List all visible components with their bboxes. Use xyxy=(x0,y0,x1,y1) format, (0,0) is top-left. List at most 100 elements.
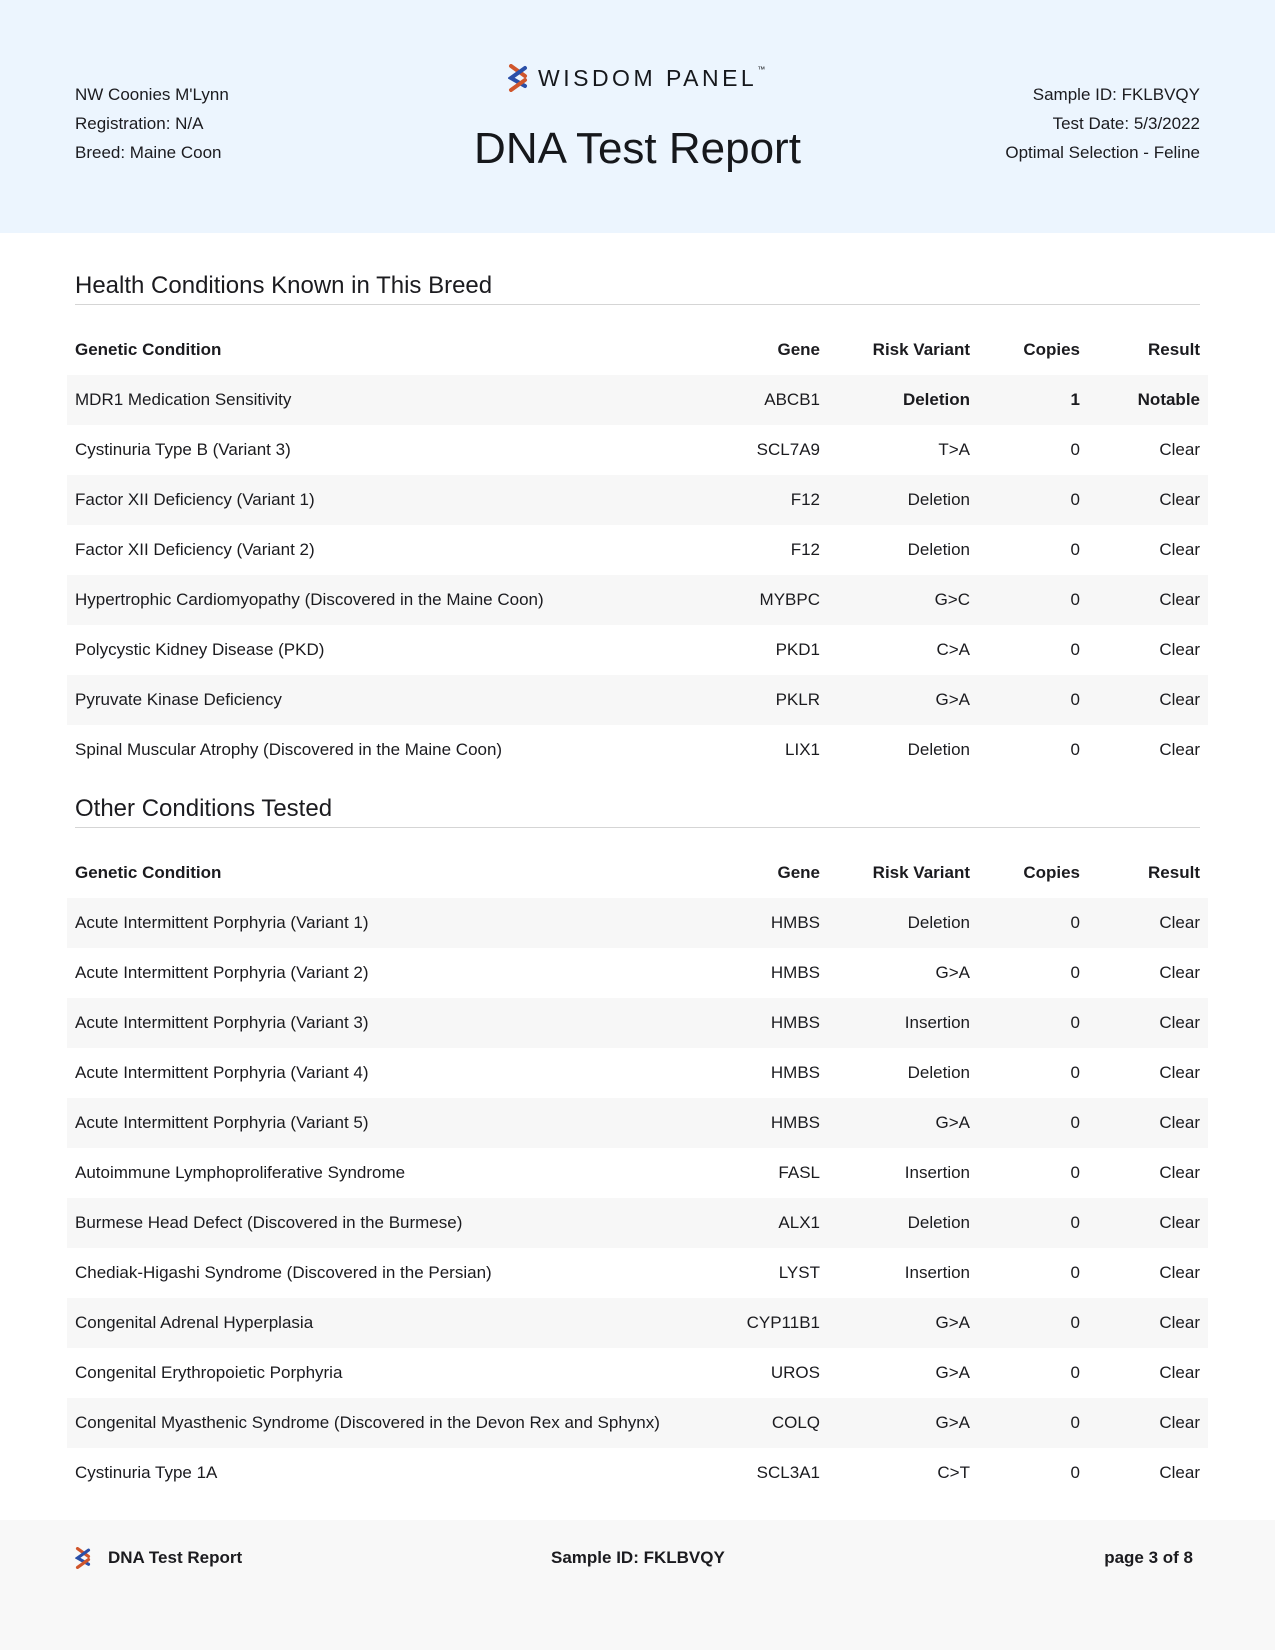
cell-condition: Acute Intermittent Porphyria (Variant 4) xyxy=(75,1063,369,1082)
cell-gene: HMBS xyxy=(770,1063,820,1082)
cell-result: Clear xyxy=(1159,690,1200,709)
cell-gene: F12 xyxy=(790,490,820,509)
cell-risk-variant: C>A xyxy=(936,640,970,659)
table-row: Hypertrophic Cardiomyopathy (Discovered … xyxy=(67,575,1208,625)
cell-result: Clear xyxy=(1159,1063,1200,1082)
cell-risk-variant: Deletion xyxy=(907,913,970,932)
cell-condition: Acute Intermittent Porphyria (Variant 3) xyxy=(75,1013,369,1032)
cell-copies: 0 xyxy=(1070,1063,1080,1082)
table-row: Pyruvate Kinase Deficiency PKLR G>A 0 Clear xyxy=(67,675,1208,725)
test-date: Test Date: 5/3/2022 xyxy=(1052,114,1200,133)
cell-condition: Burmese Head Defect (Discovered in the B… xyxy=(75,1213,463,1232)
page-number: page 3 of 8 xyxy=(1104,1548,1193,1567)
column-header-result: Result xyxy=(1148,340,1200,359)
cell-condition: Spinal Muscular Atrophy (Discovered in t… xyxy=(75,740,503,759)
breed: Breed: Maine Coon xyxy=(75,143,222,162)
cell-gene: HMBS xyxy=(770,963,820,982)
table-header-row: Genetic Condition Gene Risk Variant Copies R… xyxy=(67,325,1208,375)
cell-risk-variant: Deletion xyxy=(907,740,970,759)
column-header-risk-variant: Risk Variant xyxy=(872,863,970,882)
table-row: Congenital Myasthenic Syndrome (Discover… xyxy=(67,1398,1208,1448)
table-row: Polycystic Kidney Disease (PKD) PKD1 C>A 0 C… xyxy=(67,625,1208,675)
cell-result: Clear xyxy=(1159,1263,1200,1282)
cell-copies: 0 xyxy=(1070,1363,1080,1382)
cell-gene: LIX1 xyxy=(785,740,820,759)
table-row: Acute Intermittent Porphyria (Variant 2)… xyxy=(67,948,1208,998)
cell-gene: PKLR xyxy=(775,690,820,709)
table-row: Cystinuria Type B (Variant 3) SCL7A9 T>A 0 C… xyxy=(67,425,1208,475)
cell-result: Clear xyxy=(1159,1463,1200,1482)
table-row: Factor XII Deficiency (Variant 1) F12 Dele… xyxy=(67,475,1208,525)
registration: Registration: N/A xyxy=(75,114,204,133)
cell-condition: Acute Intermittent Porphyria (Variant 1) xyxy=(75,913,369,932)
cell-gene: F12 xyxy=(790,540,820,559)
cell-risk-variant: Deletion xyxy=(902,390,970,409)
cell-copies: 0 xyxy=(1070,1313,1080,1332)
cell-result: Clear xyxy=(1159,1113,1200,1132)
footer-title: DNA Test Report xyxy=(108,1548,243,1567)
cell-risk-variant: G>A xyxy=(935,1363,971,1382)
column-header-copies: Copies xyxy=(1023,340,1080,359)
table-row: Acute Intermittent Porphyria (Variant 3)… xyxy=(67,998,1208,1048)
cell-risk-variant: Insertion xyxy=(904,1013,970,1032)
cell-risk-variant: Insertion xyxy=(904,1263,970,1282)
table-row: Chediak-Higashi Syndrome (Discovered in … xyxy=(67,1248,1208,1298)
cell-condition: MDR1 Medication Sensitivity xyxy=(75,390,292,409)
cell-condition: Factor XII Deficiency (Variant 2) xyxy=(75,540,315,559)
cell-condition: Cystinuria Type B (Variant 3) xyxy=(75,440,291,459)
cell-gene: CYP11B1 xyxy=(746,1313,820,1332)
cell-result: Notable xyxy=(1137,390,1200,409)
table-row: Acute Intermittent Porphyria (Variant 5)… xyxy=(67,1098,1208,1148)
cell-risk-variant: G>A xyxy=(935,963,971,982)
cell-result: Clear xyxy=(1159,590,1200,609)
table-row: MDR1 Medication Sensitivity ABCB1 Deletion… xyxy=(67,375,1208,425)
cell-copies: 0 xyxy=(1070,1013,1080,1032)
column-header-result: Result xyxy=(1148,863,1200,882)
column-header-copies: Copies xyxy=(1023,863,1080,882)
wisdom-panel-logo: WISDOM PANEL™ xyxy=(508,64,765,92)
cell-copies: 0 xyxy=(1070,1113,1080,1132)
cell-condition: Pyruvate Kinase Deficiency xyxy=(75,690,282,709)
sample-id: Sample ID: FKLBVQY xyxy=(1032,85,1200,104)
cell-condition: Chediak-Higashi Syndrome (Discovered in … xyxy=(75,1263,492,1282)
table-row: Cystinuria Type 1A SCL3A1 C>T 0 Clear xyxy=(67,1448,1208,1498)
report-header: NW Coonies M'Lynn Registration: N/A Bree… xyxy=(0,0,1275,233)
cell-risk-variant: G>A xyxy=(935,1113,971,1132)
cell-condition: Hypertrophic Cardiomyopathy (Discovered … xyxy=(75,590,544,609)
report-footer: DNA Test Report Sample ID: FKLBVQY page … xyxy=(0,1520,1275,1650)
cell-risk-variant: Deletion xyxy=(907,490,970,509)
column-header-condition: Genetic Condition xyxy=(75,340,222,359)
cell-copies: 0 xyxy=(1070,540,1080,559)
cell-gene: FASL xyxy=(778,1163,820,1182)
table-row: Burmese Head Defect (Discovered in the B… xyxy=(67,1198,1208,1248)
table-row: Spinal Muscular Atrophy (Discovered in t… xyxy=(67,725,1208,775)
cell-copies: 0 xyxy=(1070,1163,1080,1182)
cell-gene: COLQ xyxy=(771,1413,820,1432)
table-row: Acute Intermittent Porphyria (Variant 4)… xyxy=(67,1048,1208,1098)
cell-copies: 0 xyxy=(1070,640,1080,659)
table-row: Factor XII Deficiency (Variant 2) F12 Dele… xyxy=(67,525,1208,575)
cell-gene: PKD1 xyxy=(775,640,820,659)
footer-sample-id: Sample ID: FKLBVQY xyxy=(551,1548,725,1567)
cell-copies: 0 xyxy=(1070,740,1080,759)
cell-condition: Cystinuria Type 1A xyxy=(75,1463,218,1482)
cell-risk-variant: G>C xyxy=(934,590,970,609)
cell-risk-variant: T>A xyxy=(938,440,970,459)
cell-copies: 0 xyxy=(1070,1463,1080,1482)
cell-risk-variant: C>T xyxy=(937,1463,970,1482)
cell-gene: SCL3A1 xyxy=(756,1463,820,1482)
column-header-gene: Gene xyxy=(777,863,820,882)
cell-risk-variant: G>A xyxy=(935,690,971,709)
other-conditions-table: Genetic Condition Gene Risk Variant Copies R… xyxy=(67,848,1208,1498)
table-row: Autoimmune Lymphoproliferative Syndrome F… xyxy=(67,1148,1208,1198)
cell-gene: ALX1 xyxy=(778,1213,820,1232)
cell-result: Clear xyxy=(1159,1013,1200,1032)
cell-copies: 0 xyxy=(1070,1413,1080,1432)
cell-result: Clear xyxy=(1159,540,1200,559)
cell-result: Clear xyxy=(1159,1313,1200,1332)
cell-result: Clear xyxy=(1159,1213,1200,1232)
cell-result: Clear xyxy=(1159,963,1200,982)
cell-copies: 0 xyxy=(1070,440,1080,459)
column-header-risk-variant: Risk Variant xyxy=(872,340,970,359)
cell-condition: Acute Intermittent Porphyria (Variant 2) xyxy=(75,963,369,982)
